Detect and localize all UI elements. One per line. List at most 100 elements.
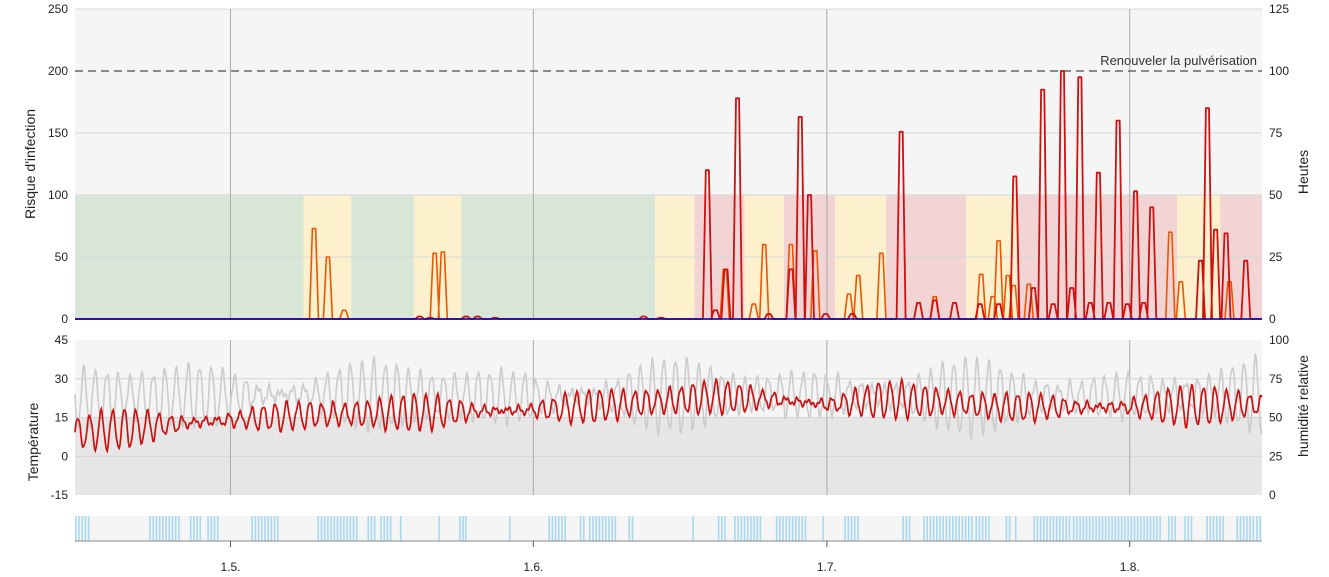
rain-bar: [1259, 516, 1261, 541]
rain-bar: [336, 516, 339, 541]
rain-bar: [988, 516, 990, 541]
rain-bar: [1236, 516, 1239, 541]
rain-bar: [1187, 516, 1190, 541]
rain-bar: [277, 516, 279, 541]
rain-bar: [1127, 516, 1129, 541]
rain-bar: [608, 516, 610, 541]
rain-bar: [152, 516, 155, 541]
y-tick-label-right: 100: [1269, 333, 1289, 347]
y-axis-title-left-mid: Température: [25, 402, 41, 481]
y-tick-label-right: 50: [1269, 411, 1283, 425]
rain-bar: [1043, 516, 1045, 541]
rain-bar: [952, 516, 954, 541]
rain-bar: [251, 516, 253, 541]
rain-bar: [1104, 516, 1107, 541]
rain-bar: [853, 516, 856, 541]
rain-bar: [795, 516, 797, 541]
rain-bar: [264, 516, 266, 541]
rain-bar: [349, 516, 352, 541]
x-axis: 1.5. 1.6. 1.7. 1.8.: [75, 540, 1262, 574]
rain-bar: [724, 516, 726, 541]
rain-bar: [213, 516, 216, 541]
y-tick-label-right: 100: [1269, 64, 1289, 78]
rain-bar: [926, 516, 928, 541]
temperature-humidity-panel: -15 0 0 25 15 50 30 75 45 100: [51, 333, 1290, 502]
rain-bar: [1046, 516, 1048, 541]
rain-bar: [1101, 516, 1104, 541]
rain-bar: [598, 516, 601, 541]
rain-bar: [1111, 516, 1113, 541]
rain-bar: [804, 516, 807, 541]
x-tick-label: 1.7.: [817, 560, 837, 574]
rain-bar: [558, 516, 560, 541]
rain-bar: [509, 516, 511, 541]
rain-bar: [908, 516, 911, 541]
y-tick-label-right: 50: [1269, 188, 1283, 202]
series-line-humidity: [74, 353, 1263, 440]
rain-bar: [155, 516, 158, 541]
y-tick-label-left: 250: [48, 2, 68, 16]
rain-bar: [936, 516, 938, 541]
rain-bar: [1098, 516, 1101, 541]
rain-bar: [628, 516, 631, 541]
rain-bar: [1171, 516, 1173, 541]
rain-bar: [1079, 516, 1081, 541]
rain-bar: [1068, 516, 1071, 541]
rain-bar: [178, 516, 180, 541]
rain-bar: [216, 516, 219, 541]
rain-bar: [564, 516, 566, 541]
rain-bar: [386, 516, 389, 541]
rain-bar: [317, 516, 320, 541]
rain-bar: [1130, 516, 1133, 541]
rain-bar: [1174, 516, 1176, 541]
rain-bar: [847, 516, 850, 541]
rain-bar: [1246, 516, 1248, 541]
rain-bar: [330, 516, 332, 541]
rain-bar: [158, 516, 161, 541]
rain-bar: [1085, 516, 1088, 541]
rain-bar: [978, 516, 981, 541]
rain-bar: [1159, 516, 1161, 541]
rain-bar: [740, 516, 743, 541]
y-tick-label-right: 75: [1269, 372, 1283, 386]
rain-bar: [801, 516, 803, 541]
rain-bar: [1252, 516, 1255, 541]
rain-bar: [168, 516, 171, 541]
rain-bar: [171, 516, 174, 541]
rain-bar: [207, 516, 209, 541]
rain-bar: [257, 516, 260, 541]
rain-bar: [189, 516, 192, 541]
rain-bar: [605, 516, 607, 541]
rain-events-panel: [75, 516, 1262, 541]
rain-bar: [737, 516, 739, 541]
rain-bar: [948, 516, 951, 541]
x-tick-label: 1.8.: [1120, 560, 1140, 574]
y-tick-label-left: 0: [61, 449, 68, 463]
series-line-risk-secondary: [75, 227, 1262, 320]
rain-bar: [1133, 516, 1136, 541]
rain-bar: [822, 516, 824, 541]
plot-background: [75, 516, 1262, 541]
rain-bar: [601, 516, 604, 541]
rain-bar: [1062, 516, 1064, 541]
rain-bar: [196, 516, 198, 541]
rain-bar: [743, 516, 746, 541]
rain-bar: [955, 516, 957, 541]
rain-bar: [1124, 516, 1126, 541]
rain-bar: [459, 516, 461, 541]
rain-bar: [383, 516, 385, 541]
rain-bar: [273, 516, 276, 541]
rain-bar: [932, 516, 935, 541]
rain-bar: [1059, 516, 1061, 541]
rain-bar: [551, 516, 554, 541]
rain-bar: [367, 516, 369, 541]
rain-bar: [373, 516, 376, 541]
rain-bar: [798, 516, 800, 541]
rain-bar: [149, 516, 151, 541]
rain-bar: [1095, 516, 1097, 541]
rain-bar: [462, 516, 464, 541]
rain-bar: [1117, 516, 1120, 541]
rain-bar: [1143, 516, 1145, 541]
rain-bar: [1082, 516, 1085, 541]
